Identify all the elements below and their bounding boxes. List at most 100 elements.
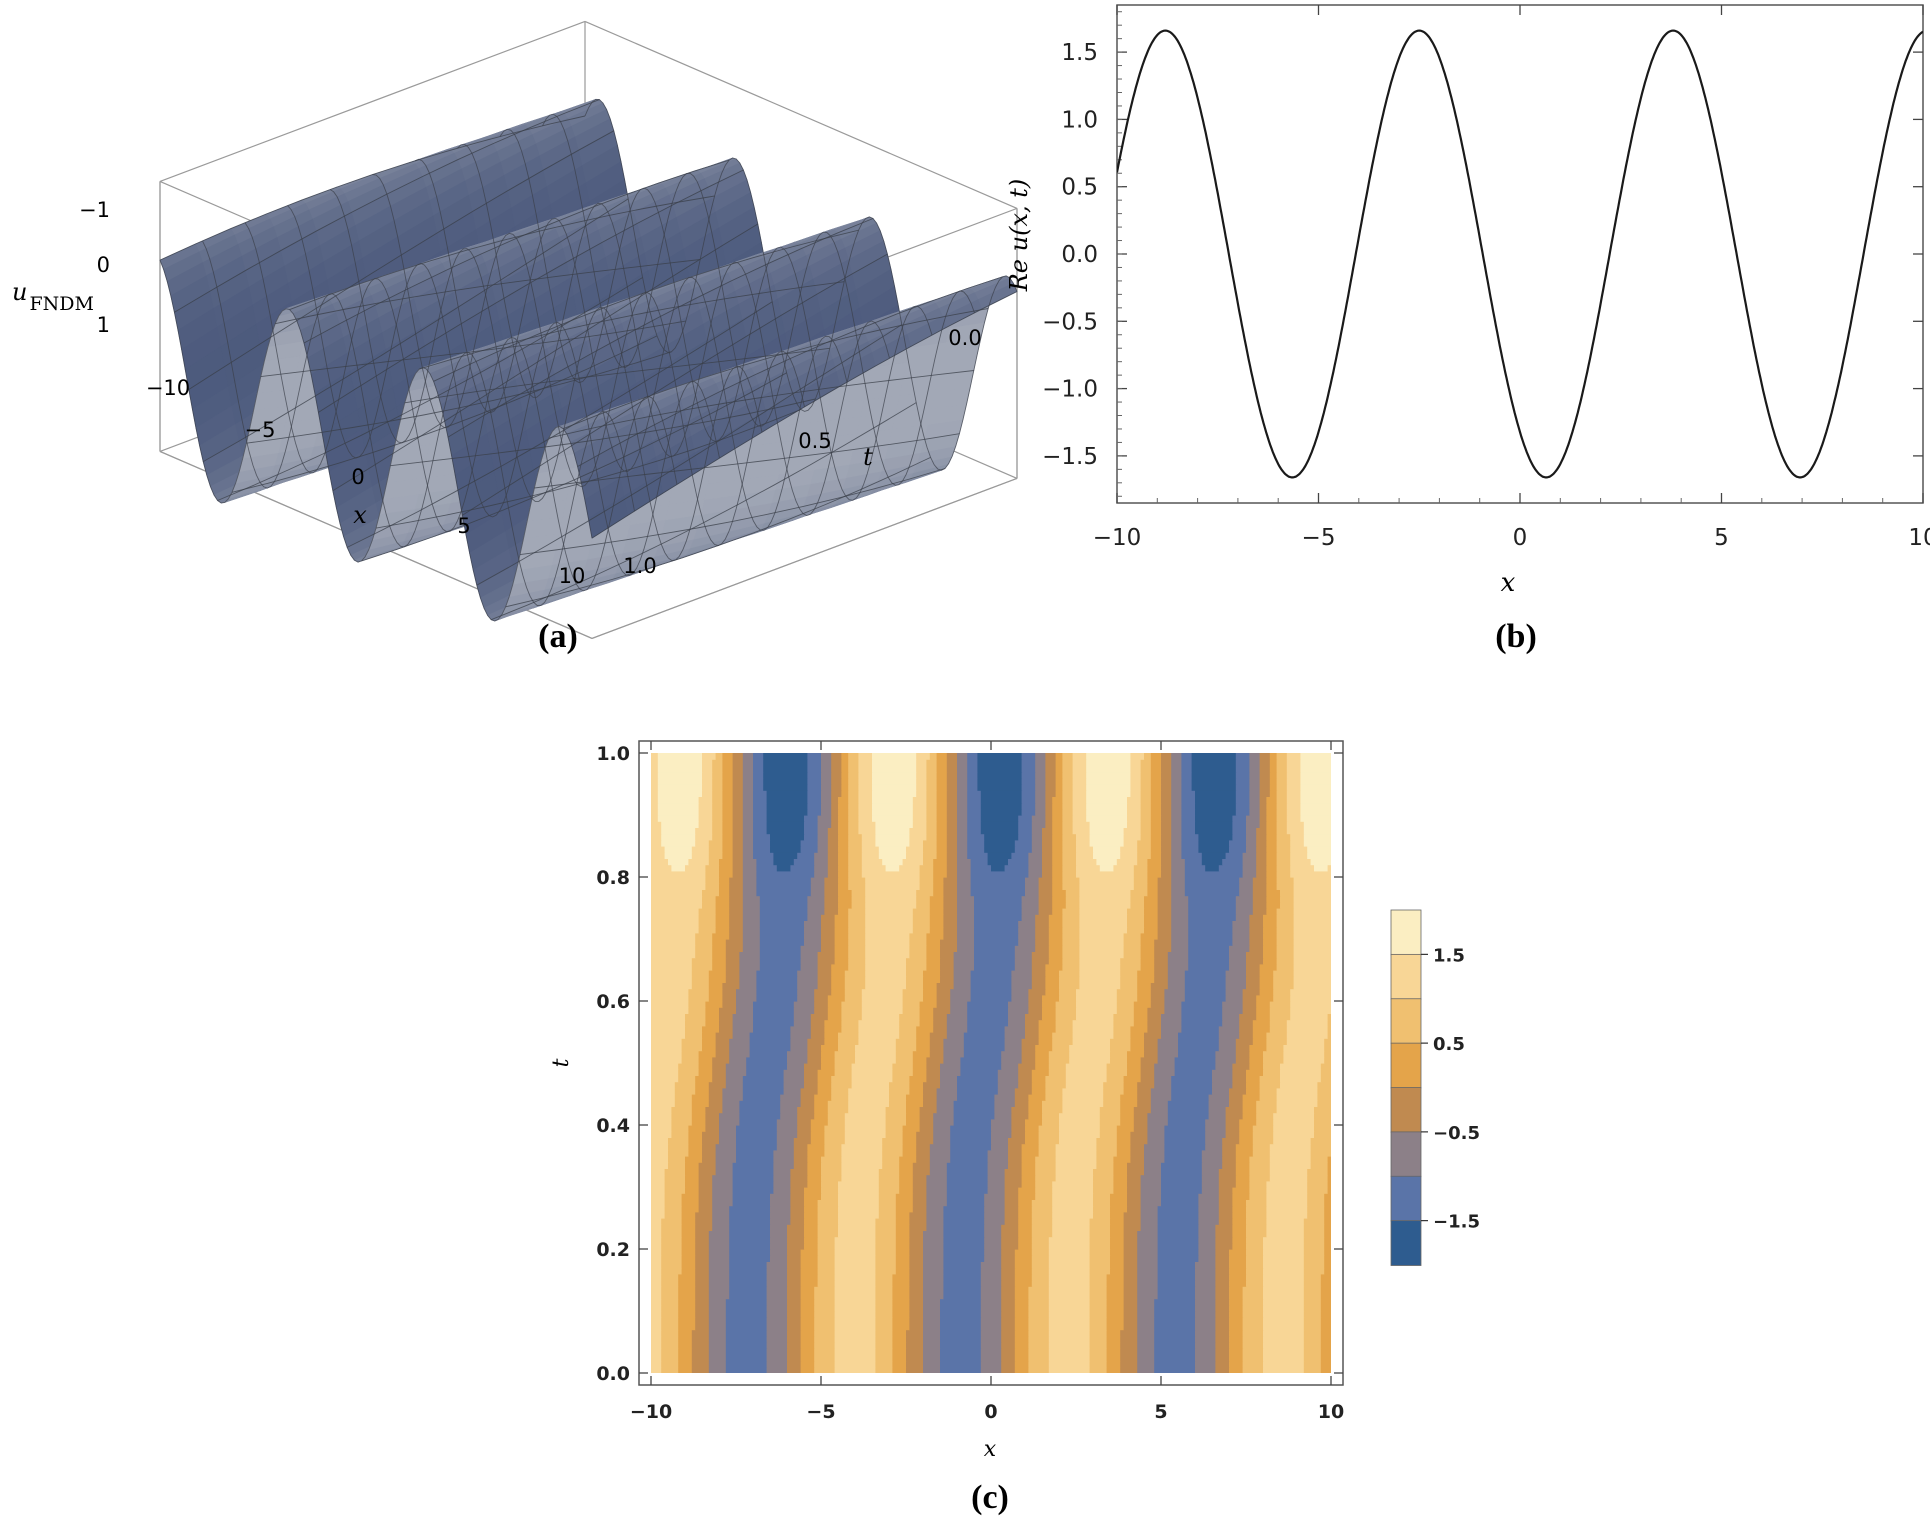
panel-c-contour-band-cell <box>824 908 839 915</box>
panel-c-contour-band-cell <box>1218 1032 1240 1039</box>
panel-c-contour-band-cell <box>685 1174 700 1182</box>
panel-c-contour-band-cell <box>1263 1360 1305 1368</box>
panel-c-contour-band-cell <box>1293 901 1331 909</box>
panel-c-contour-band-cell <box>933 1019 948 1027</box>
panel-c-contour-band-cell <box>1021 1149 1040 1157</box>
panel-c-contour-band-cell <box>695 932 713 940</box>
panel-c-contour-band-cell <box>1259 1081 1281 1089</box>
panel-c-contour-band-cell <box>1215 1329 1230 1337</box>
panel-c-contour-band-cell <box>651 877 706 884</box>
panel-c-contour-band-cell <box>1229 951 1247 959</box>
panel-c-contour-band-cell <box>1239 1125 1254 1132</box>
panel-c-contour-band-cell <box>719 889 730 897</box>
panel-c-contour-band-cell <box>821 1193 839 1200</box>
panel-c-contour-band-cell <box>742 790 754 797</box>
panel-c-contour-band-cell <box>817 1224 839 1231</box>
panel-c-contour-band-cell <box>1154 976 1169 983</box>
panel-c-contour-band-cell <box>1144 914 1159 921</box>
panel-c-contour-band-cell <box>1110 1255 1125 1262</box>
panel-c-contour-band-cell <box>678 1360 693 1368</box>
panel-c-contour-band-cell <box>759 957 802 965</box>
panel-c-contour-band-cell <box>824 1032 839 1039</box>
panel-c-contour-band-cell <box>1035 796 1046 804</box>
panel-c-contour-band-cell <box>834 926 849 934</box>
panel-c-contour-band-cell <box>719 1019 734 1027</box>
panel-c-contour-band-cell <box>940 957 955 965</box>
panel-c-contour-band-cell <box>953 1118 992 1126</box>
panel-c-contour-band-cell <box>1232 821 1247 828</box>
panel-c-contour-band-cell <box>1201 1149 1223 1157</box>
panel-c-contour-band-cell <box>1293 945 1331 952</box>
panel-c-contour-band-cell <box>940 1335 982 1343</box>
panel-c-contour-band-cell <box>1178 1038 1220 1045</box>
panel-c-contour-band-cell <box>1157 1280 1196 1287</box>
panel-c-contour-band-cell <box>1242 1317 1264 1324</box>
panel-c-contour-band-cell <box>1093 852 1121 859</box>
panel-c-contour-band-cell <box>834 1280 876 1287</box>
panel-c-contour-band-cell <box>800 1311 815 1318</box>
panel-c-contour-band-cell <box>698 926 717 934</box>
panel-c-contour-band-cell <box>668 858 689 866</box>
panel-c-contour-band-cell <box>685 1019 706 1027</box>
panel-c-contour-band-cell <box>1184 858 1203 866</box>
panel-c-contour-band-cell <box>1035 759 1046 766</box>
panel-c-contour-band-cell <box>957 796 968 804</box>
panel-c-contour-band-cell <box>1249 796 1261 804</box>
panel-c-contour-band-cell <box>933 858 948 866</box>
panel-c-contour-band-cell <box>1269 1001 1291 1008</box>
panel-a-x-axis: −10 −5 0 5 10 x <box>146 376 586 588</box>
panel-c-contour-band-cell <box>1062 784 1074 791</box>
panel-c-contour-band-cell <box>1069 1056 1111 1064</box>
panel-c-contour-band-cell <box>1280 889 1295 897</box>
panel-c-contour-band-cell <box>923 1267 944 1275</box>
panel-c-contour-band-cell <box>909 1323 924 1331</box>
panel-c-contour-band-cell <box>1025 1025 1040 1033</box>
panel-c-contour-band-cell <box>736 1125 778 1132</box>
panel-c-contour-band-cell <box>906 1106 921 1114</box>
panel-c-contour-band-cell <box>936 802 948 810</box>
panel-c-contour-band-cell <box>1157 914 1172 921</box>
panel-c-contour-band-cell <box>1161 802 1172 810</box>
panel-c-contour-band-cell <box>1014 945 1036 952</box>
panel-c-contour-band-cell <box>821 1063 836 1070</box>
panel-c-contour-band-cell <box>742 827 754 835</box>
panel-c-contour-band-cell <box>1157 1056 1176 1064</box>
panel-c-contour-band-cell <box>1052 1038 1074 1045</box>
panel-c-contour-band-cell <box>1300 790 1331 797</box>
panel-c-contour-band-cell <box>940 1342 982 1349</box>
panel-c-contour-band-cell <box>895 1242 910 1250</box>
panel-c-contour-band-cell <box>861 864 887 872</box>
panel-c-contour-band-cell <box>1062 821 1074 828</box>
panel-c-contour-band-cell <box>1001 1292 1016 1300</box>
panel-c-contour-band-cell <box>1205 1118 1227 1126</box>
panel-c-contour-band-cell <box>1059 976 1080 983</box>
panel-c-contour-band-cell <box>695 1317 710 1324</box>
panel-c-contour-band-cell <box>729 1236 771 1244</box>
panel-c-contour-band-cell <box>1266 883 1278 890</box>
panel-c-contour-band-cell <box>946 790 958 797</box>
panel-c-contour-band-cell <box>940 1311 982 1318</box>
panel-c-contour-band-cell <box>698 1187 713 1194</box>
panel-c-contour-band-cell <box>967 802 982 810</box>
panel-c-contour-band-cell <box>1188 895 1237 903</box>
panel-c-contour-band-cell <box>957 839 968 847</box>
panel-c-contour-band-cell <box>895 1236 910 1244</box>
panel-c-contour-band-cell <box>1120 1342 1138 1349</box>
panel-c-contour-band-cell <box>1232 920 1250 928</box>
panel-c-contour-band-cell <box>817 1081 832 1089</box>
panel-c-contour-band-cell <box>1038 1125 1060 1132</box>
panel-c-contour-band-cell <box>940 1081 958 1089</box>
panel-c-contour-band-cell <box>1201 1162 1223 1169</box>
panel-c-contour-band-cell <box>984 1211 1006 1219</box>
panel-c-contour-band-cell <box>1123 1087 1138 1095</box>
panel-c-contour-band-cell <box>926 808 938 816</box>
panel-c-contour-band-cell <box>651 1013 686 1021</box>
panel-c-contour-band-cell <box>967 852 989 859</box>
panel-c-contour-band-cell <box>766 790 808 797</box>
panel-c-contour-band-cell <box>1171 796 1182 804</box>
panel-c-contour-band-cell <box>810 877 825 884</box>
panel-c-contour-band-cell <box>1246 970 1261 977</box>
panel-c-contour-band-cell <box>1249 1162 1271 1169</box>
panel-c-contour-band-cell <box>1276 883 1295 890</box>
panel-c-contour-band-cell <box>1161 852 1172 859</box>
